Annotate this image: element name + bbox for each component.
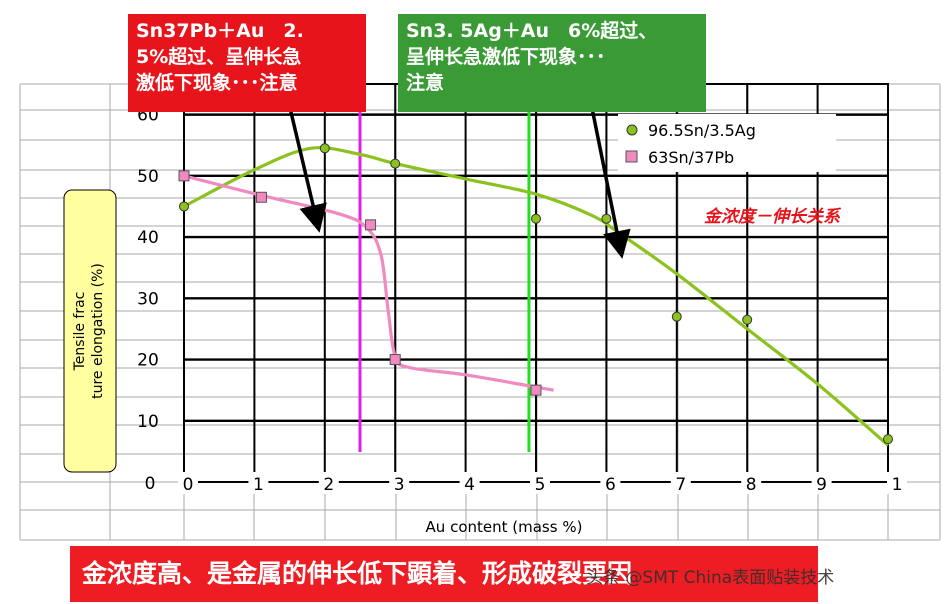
x-tick-bg	[600, 472, 621, 494]
y-tick-label: 10	[137, 412, 159, 432]
x-tick-label: 3	[394, 475, 405, 495]
series-curve	[183, 174, 554, 392]
x-tick-label: 1	[892, 475, 903, 495]
x-tick-label: 0	[183, 475, 194, 495]
data-point-ag	[883, 434, 893, 445]
y-axis-label-box: Tensile frac ture elongation (%)	[63, 189, 117, 473]
arrow-right	[590, 107, 631, 259]
x-tick-bg	[248, 472, 269, 494]
callout-arrows	[288, 107, 631, 259]
data-point-ag	[390, 158, 401, 169]
data-point-ag	[742, 314, 753, 325]
x-tick-bg	[459, 472, 480, 494]
chart-annotation: 金浓度－伸长关系	[704, 207, 842, 227]
data-point-pb	[255, 191, 267, 203]
data-point-pb	[178, 170, 190, 182]
series-markers	[178, 143, 893, 445]
x-tick-label: 4	[464, 475, 475, 495]
x-tick-bg	[318, 472, 339, 494]
legend-bg	[618, 114, 836, 172]
legend: 96.5Sn/3.5Ag 63Sn/37Pb	[618, 114, 836, 172]
y-axis-label-line: Tensile frac	[72, 292, 88, 372]
data-point-ag	[531, 213, 541, 224]
legend-marker-pb	[625, 150, 638, 163]
x-tick-label: 6	[605, 475, 616, 495]
y-axis-label-line: ture elongation (%)	[90, 263, 106, 399]
arrow-left	[288, 107, 327, 233]
y-tick-label: 50	[137, 167, 159, 187]
conclusion-banner: 金浓度高、是金属的伸长低下顕着、形成破裂要因	[70, 546, 818, 602]
data-point-ag	[601, 213, 612, 224]
x-tick-label: 2	[323, 475, 334, 495]
legend-marker-ag	[626, 124, 638, 136]
x-tick-bg	[389, 472, 410, 494]
y-tick-label: 30	[137, 289, 159, 309]
x-axis-ticks: 0 1 2 3 4 5 6 7 8 9 1	[178, 472, 907, 495]
y-tick-label: 20	[137, 351, 159, 371]
x-tick-label: 5	[535, 475, 546, 495]
data-point-ag	[319, 143, 330, 154]
x-tick-label: 9	[816, 475, 827, 495]
x-tick-label: 8	[746, 475, 757, 495]
x-tick-bg	[530, 472, 550, 494]
legend-label: 96.5Sn/3.5Ag	[648, 121, 756, 140]
callout-sn35ag: Sn3. 5Ag＋Au 6%超过、 呈伸长急激低下现象･･･ 注意	[398, 14, 706, 112]
legend-label: 63Sn/37Pb	[648, 148, 734, 167]
callout-sn37pb: Sn37Pb＋Au 2. 5%超过、呈伸长急 激低下现象･･･注意	[128, 14, 366, 112]
threshold-lines	[358, 100, 531, 452]
data-point-pb	[365, 219, 377, 231]
x-tick-bg	[887, 472, 907, 494]
x-tick-label: 7	[675, 475, 686, 495]
x-tick-bg	[670, 472, 691, 494]
data-point-ag	[179, 201, 189, 212]
y-tick-label: 40	[137, 228, 159, 248]
y-tick-label: 0	[145, 474, 156, 494]
x-axis-label: Au content (mass %)	[426, 518, 583, 536]
ylabel-background	[63, 189, 117, 473]
series-curve	[183, 146, 890, 447]
x-tick-label: 1	[253, 475, 264, 495]
data-point-ag	[671, 311, 682, 322]
data-point-pb	[389, 354, 401, 366]
x-tick-bg	[178, 472, 198, 494]
data-point-pb	[530, 384, 542, 396]
watermark: 头条 @SMT China表面贴装技术	[586, 568, 835, 588]
x-tick-bg	[811, 472, 832, 494]
x-tick-bg	[741, 472, 762, 494]
